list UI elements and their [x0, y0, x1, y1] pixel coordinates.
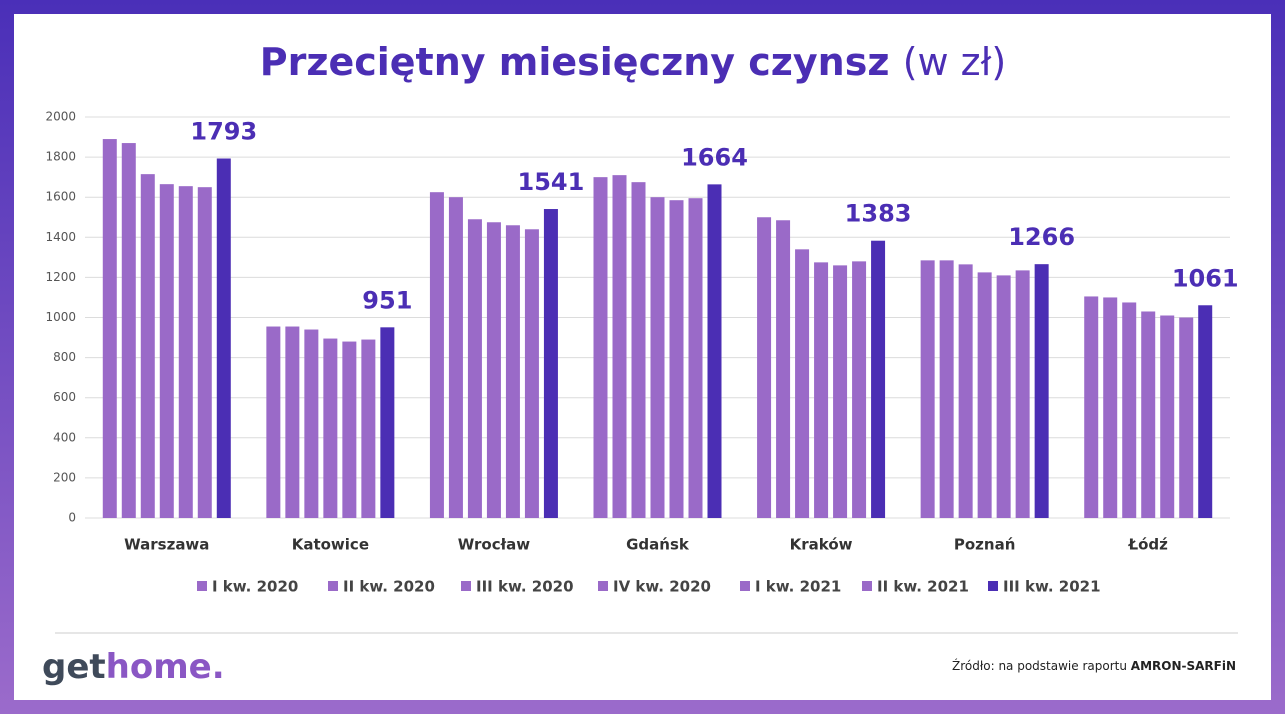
bar [958, 264, 973, 518]
bar [361, 339, 376, 518]
bar [650, 197, 665, 518]
bar [216, 158, 231, 519]
legend-swatch [988, 581, 998, 591]
legend-label: IV kw. 2020 [613, 578, 711, 596]
y-tick-label: 1400 [45, 230, 76, 244]
bar [688, 198, 703, 518]
x-tick-label: Warszawa [124, 536, 209, 554]
legend-label: II kw. 2020 [343, 578, 435, 596]
bar [304, 329, 319, 518]
bar [342, 341, 357, 518]
subtitle: (w zł) [903, 40, 1007, 84]
bar [833, 265, 848, 518]
x-tick-label: Gdańsk [626, 536, 690, 554]
bar [178, 186, 193, 519]
x-tick-label: Poznań [954, 536, 1016, 554]
bar [323, 338, 338, 518]
y-tick-label: 600 [53, 390, 76, 404]
bar [631, 182, 646, 518]
bar [1084, 296, 1099, 518]
bar [266, 326, 281, 518]
logo: gethome. [42, 647, 225, 687]
bar [467, 219, 482, 518]
legend-label: I kw. 2021 [755, 578, 841, 596]
y-tick-label: 400 [53, 430, 76, 444]
title: Przeciętny miesięczny czynsz [260, 40, 890, 84]
bar [852, 261, 867, 518]
legend-swatch [328, 581, 338, 591]
data-label: 1664 [681, 143, 748, 171]
bar [380, 327, 395, 518]
y-tick-label: 0 [68, 511, 76, 525]
bar [159, 184, 174, 519]
bar [486, 222, 501, 518]
bar [1198, 305, 1213, 518]
bar [612, 175, 627, 518]
bar [102, 139, 117, 518]
bar [1179, 317, 1194, 518]
x-tick-label: Katowice [292, 536, 369, 554]
y-tick-label: 2000 [45, 110, 76, 124]
source-text: Źródło: na podstawie raportu [952, 658, 1127, 673]
source: Źródło: na podstawie raportu AMRON-SARFi… [952, 658, 1236, 673]
bar [996, 275, 1011, 518]
legend-label: III kw. 2020 [476, 578, 574, 596]
bar [543, 209, 558, 519]
bar [197, 187, 212, 519]
bar [448, 197, 463, 518]
y-tick-label: 800 [53, 350, 76, 364]
data-label: 1266 [1008, 223, 1075, 251]
legend-swatch [197, 581, 207, 591]
bar [871, 240, 886, 518]
bar [1122, 302, 1137, 518]
bar [285, 326, 300, 518]
bar [707, 184, 722, 519]
bar [795, 249, 810, 518]
legend-swatch [740, 581, 750, 591]
legend-label: III kw. 2021 [1003, 578, 1101, 596]
bar [1015, 270, 1030, 518]
y-tick-label: 1000 [45, 310, 76, 324]
data-label: 951 [362, 286, 412, 314]
bar [1160, 315, 1175, 518]
bar [939, 260, 954, 518]
y-tick-label: 200 [53, 470, 76, 484]
x-tick-label: Kraków [790, 536, 853, 554]
bar [140, 174, 155, 518]
bar [1103, 297, 1118, 518]
y-tick-label: 1800 [45, 150, 76, 164]
y-tick-label: 1200 [45, 270, 76, 284]
logo-home: home. [106, 647, 225, 687]
y-tick-label: 1600 [45, 190, 76, 204]
legend-label: II kw. 2021 [877, 578, 969, 596]
logo-get: get [42, 647, 106, 687]
bar [814, 262, 829, 518]
bar [1034, 264, 1049, 518]
legend-swatch [461, 581, 471, 591]
bar [121, 143, 136, 518]
data-label: 1793 [190, 118, 257, 146]
legend-swatch [598, 581, 608, 591]
bar [593, 177, 608, 518]
data-label: 1061 [1172, 264, 1239, 292]
bar [977, 272, 992, 518]
legend-swatch [862, 581, 872, 591]
x-tick-label: Łódź [1128, 536, 1169, 554]
data-label: 1383 [845, 200, 912, 228]
chart-title: Przeciętny miesięczny czynsz (w zł) [260, 40, 1007, 84]
source-bold: AMRON-SARFiN [1131, 659, 1236, 673]
legend-label: I kw. 2020 [212, 578, 298, 596]
bar [505, 225, 520, 518]
bar [920, 260, 935, 518]
bar [524, 229, 539, 518]
bar [776, 220, 791, 518]
bar [429, 192, 444, 518]
bar [757, 217, 772, 518]
x-tick-label: Wrocław [458, 536, 531, 554]
chart: Przeciętny miesięczny czynsz (w zł) geth… [14, 14, 1271, 700]
bar [669, 200, 684, 518]
bar [1141, 311, 1156, 518]
data-label: 1541 [518, 168, 585, 196]
